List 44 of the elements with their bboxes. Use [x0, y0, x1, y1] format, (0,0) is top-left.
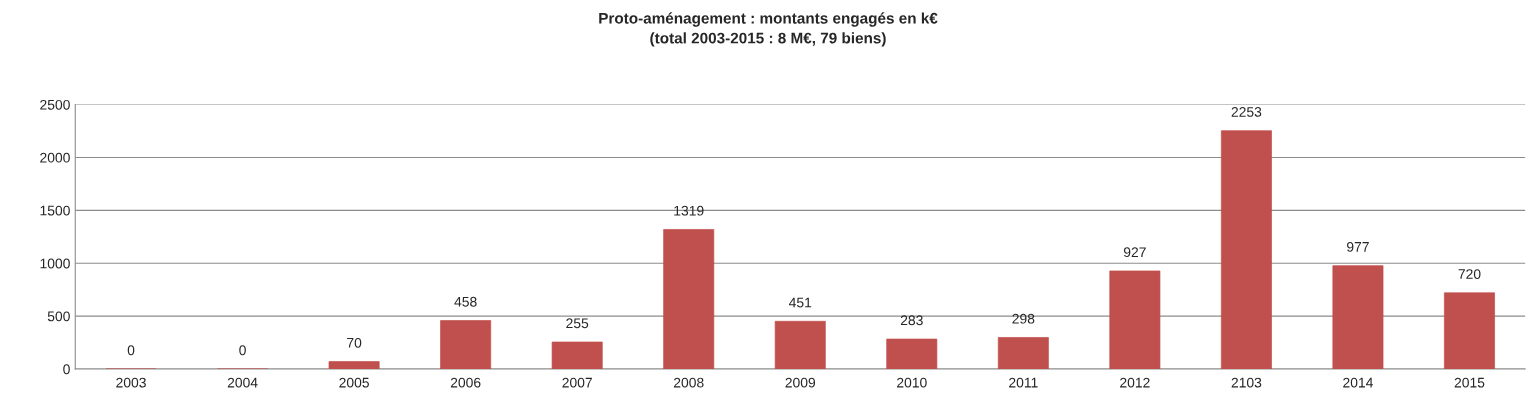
y-tick-label: 500: [47, 311, 70, 322]
bar: [1220, 130, 1272, 369]
data-label: 0: [239, 345, 246, 356]
bar: [328, 361, 380, 369]
bar: [1444, 292, 1495, 369]
data-label: 298: [1012, 313, 1035, 324]
x-tick-label: 2007: [562, 377, 592, 388]
data-label: 2253: [1231, 106, 1262, 117]
data-label: 977: [1347, 241, 1369, 252]
y-tick-label: 1500: [40, 205, 70, 216]
data-label: 70: [347, 337, 362, 348]
x-tick-label: 2012: [1120, 377, 1150, 388]
data-label: 451: [788, 297, 812, 308]
x-tick-label: 2014: [1343, 377, 1373, 388]
bar: [663, 229, 715, 369]
x-tick-label: 2103: [1231, 377, 1262, 388]
x-tick-label: 2011: [1009, 377, 1038, 388]
bar: [774, 320, 826, 369]
data-label: 458: [454, 296, 477, 307]
x-tick-label: 2010: [897, 377, 927, 388]
data-label: 1319: [674, 205, 704, 216]
y-tick-label: 2500: [40, 99, 70, 110]
data-label: 0: [127, 345, 135, 356]
bar: [440, 320, 492, 369]
data-label: 255: [566, 318, 589, 329]
x-tick-label: 2004: [227, 377, 258, 388]
x-tick-label: 2009: [785, 377, 816, 388]
data-label: 720: [1458, 269, 1481, 279]
bar: [551, 341, 603, 369]
bar: [1109, 270, 1161, 369]
x-tick-label: 2006: [450, 377, 481, 388]
bar: [997, 337, 1049, 369]
data-label: 283: [900, 315, 923, 326]
bar: [1332, 265, 1384, 369]
y-tick-label: 2000: [40, 152, 70, 163]
data-label: 927: [1123, 247, 1146, 258]
bar: [886, 338, 938, 369]
x-tick-label: 2005: [339, 377, 369, 388]
y-tick-label: 0: [63, 364, 70, 375]
y-tick-label: 1000: [40, 258, 70, 269]
x-tick-label: 2003: [116, 377, 146, 388]
x-tick-label: 2015: [1454, 377, 1485, 388]
x-tick-label: 2008: [673, 377, 704, 388]
chart-title: Proto-aménagement : montants engagés en k€ (total 2003-2015 : 8 M€, 79 biens): [599, 12, 938, 47]
